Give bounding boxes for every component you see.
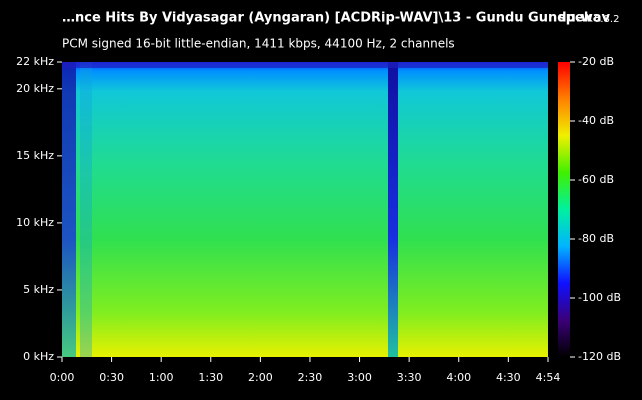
x-tick-label: 4:30 xyxy=(496,371,521,384)
colorbar-tick-label: -80 dB xyxy=(578,232,614,245)
spectrogram-region xyxy=(388,62,398,357)
x-tick-label: 3:00 xyxy=(347,371,372,384)
x-tick-label: 4:54 xyxy=(536,371,561,384)
y-tick-label: 22 kHz xyxy=(16,55,54,68)
x-tick-label: 3:30 xyxy=(397,371,422,384)
spectrogram xyxy=(62,62,548,357)
color-bar xyxy=(558,62,570,357)
x-tick-label: 1:30 xyxy=(198,371,223,384)
colorbar-tick-label: -40 dB xyxy=(578,114,614,127)
y-tick-label: 0 kHz xyxy=(23,350,54,363)
y-tick-label: 15 kHz xyxy=(16,149,54,162)
x-tick-label: 2:30 xyxy=(298,371,323,384)
y-tick-label: 20 kHz xyxy=(16,82,54,95)
x-tick-label: 1:00 xyxy=(149,371,174,384)
colorbar-tick-label: -100 dB xyxy=(578,291,621,304)
x-tick-label: 0:30 xyxy=(99,371,124,384)
app-version: 0.8.2 xyxy=(594,14,619,25)
stream-info: PCM signed 16-bit little-endian, 1411 kb… xyxy=(62,37,455,51)
file-title: …nce Hits By Vidyasagar (Ayngaran) [ACDR… xyxy=(62,11,611,26)
spectrogram-region xyxy=(62,62,76,357)
colorbar-tick-label: -20 dB xyxy=(578,55,614,68)
x-tick-label: 4:00 xyxy=(446,371,471,384)
colorbar-tick-label: -60 dB xyxy=(578,173,614,186)
spectrogram-region xyxy=(62,62,548,68)
colorbar-tick-label: -120 dB xyxy=(578,350,621,363)
x-tick-label: 2:00 xyxy=(248,371,273,384)
spectrogram-image xyxy=(62,62,548,357)
app-name: spek xyxy=(558,11,593,26)
y-tick-label: 10 kHz xyxy=(16,216,54,229)
x-tick-label: 0:00 xyxy=(50,371,75,384)
spectrogram-region xyxy=(80,62,92,357)
y-tick-label: 5 kHz xyxy=(23,283,54,296)
